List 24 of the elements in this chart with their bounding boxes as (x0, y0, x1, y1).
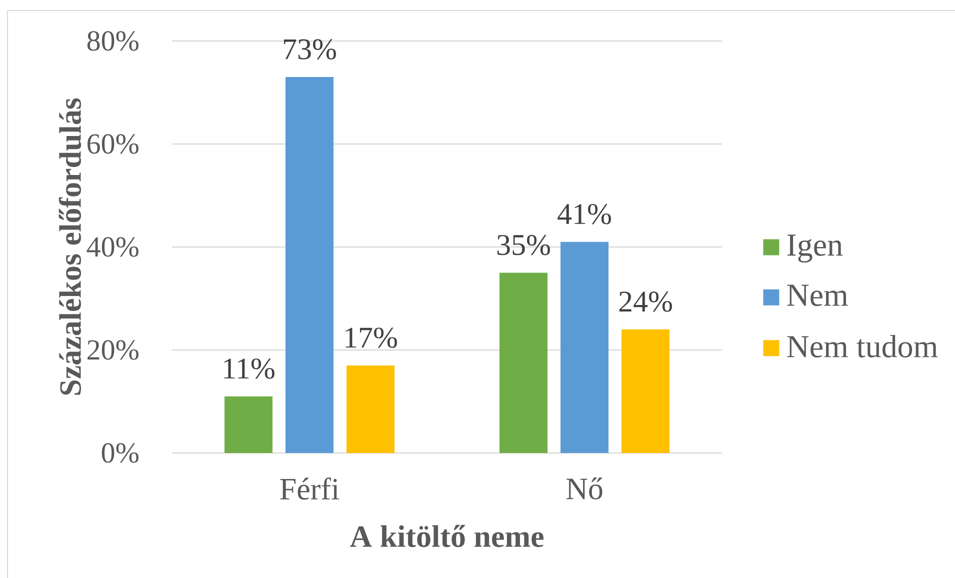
data-label: 73% (284, 39, 336, 60)
y-axis-title: Százalékos előfordulás (58, 98, 82, 395)
x-tick-label: Férfi (280, 478, 340, 500)
x-tick-label: Nő (566, 478, 602, 500)
bar (500, 272, 548, 453)
legend-label: Igen (787, 234, 843, 262)
y-tick-label: 60% (88, 134, 138, 154)
legend-label: Nem tudom (787, 334, 938, 358)
data-label: 24% (619, 292, 672, 312)
bar (286, 77, 334, 453)
y-tick-label: 0% (102, 443, 138, 463)
bar (224, 396, 273, 453)
x-axis-title: A kitöltő neme (350, 524, 544, 548)
data-label: 35% (497, 234, 550, 256)
y-tick-label: 20% (88, 340, 138, 360)
bar (622, 329, 670, 453)
y-tick-label: 80% (87, 31, 138, 51)
y-tick-label: 40% (86, 237, 138, 257)
bar (560, 242, 609, 453)
bar (346, 365, 395, 453)
data-label: 17% (346, 328, 397, 348)
data-label: 11% (224, 358, 274, 379)
data-label: 41% (558, 204, 611, 224)
legend-label: Nem (787, 284, 848, 306)
